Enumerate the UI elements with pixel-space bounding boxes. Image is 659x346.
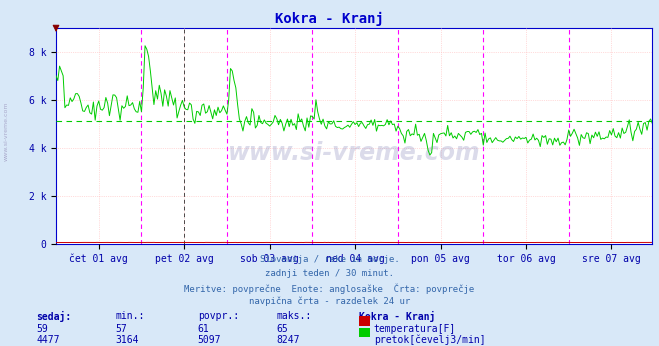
Text: sedaj:: sedaj: (36, 311, 71, 322)
Text: maks.:: maks.: (277, 311, 312, 321)
Text: 65: 65 (277, 324, 289, 334)
Text: navpična črta - razdelek 24 ur: navpična črta - razdelek 24 ur (249, 297, 410, 306)
Text: 59: 59 (36, 324, 48, 334)
Text: www.si-vreme.com: www.si-vreme.com (4, 102, 9, 161)
Text: 5097: 5097 (198, 335, 221, 345)
Text: Kokra - Kranj: Kokra - Kranj (359, 311, 436, 322)
Text: 3164: 3164 (115, 335, 139, 345)
Text: Slovenija / reke in morje.: Slovenija / reke in morje. (260, 255, 399, 264)
Text: min.:: min.: (115, 311, 145, 321)
Text: Meritve: povprečne  Enote: anglosaške  Črta: povprečje: Meritve: povprečne Enote: anglosaške Črt… (185, 283, 474, 293)
Text: 61: 61 (198, 324, 210, 334)
Text: www.si-vreme.com: www.si-vreme.com (228, 141, 480, 165)
Text: 4477: 4477 (36, 335, 60, 345)
Text: 8247: 8247 (277, 335, 301, 345)
Text: pretok[čevelj3/min]: pretok[čevelj3/min] (374, 335, 485, 345)
Text: Kokra - Kranj: Kokra - Kranj (275, 12, 384, 26)
Text: zadnji teden / 30 minut.: zadnji teden / 30 minut. (265, 269, 394, 278)
Text: povpr.:: povpr.: (198, 311, 239, 321)
Text: temperatura[F]: temperatura[F] (374, 324, 456, 334)
Text: 57: 57 (115, 324, 127, 334)
